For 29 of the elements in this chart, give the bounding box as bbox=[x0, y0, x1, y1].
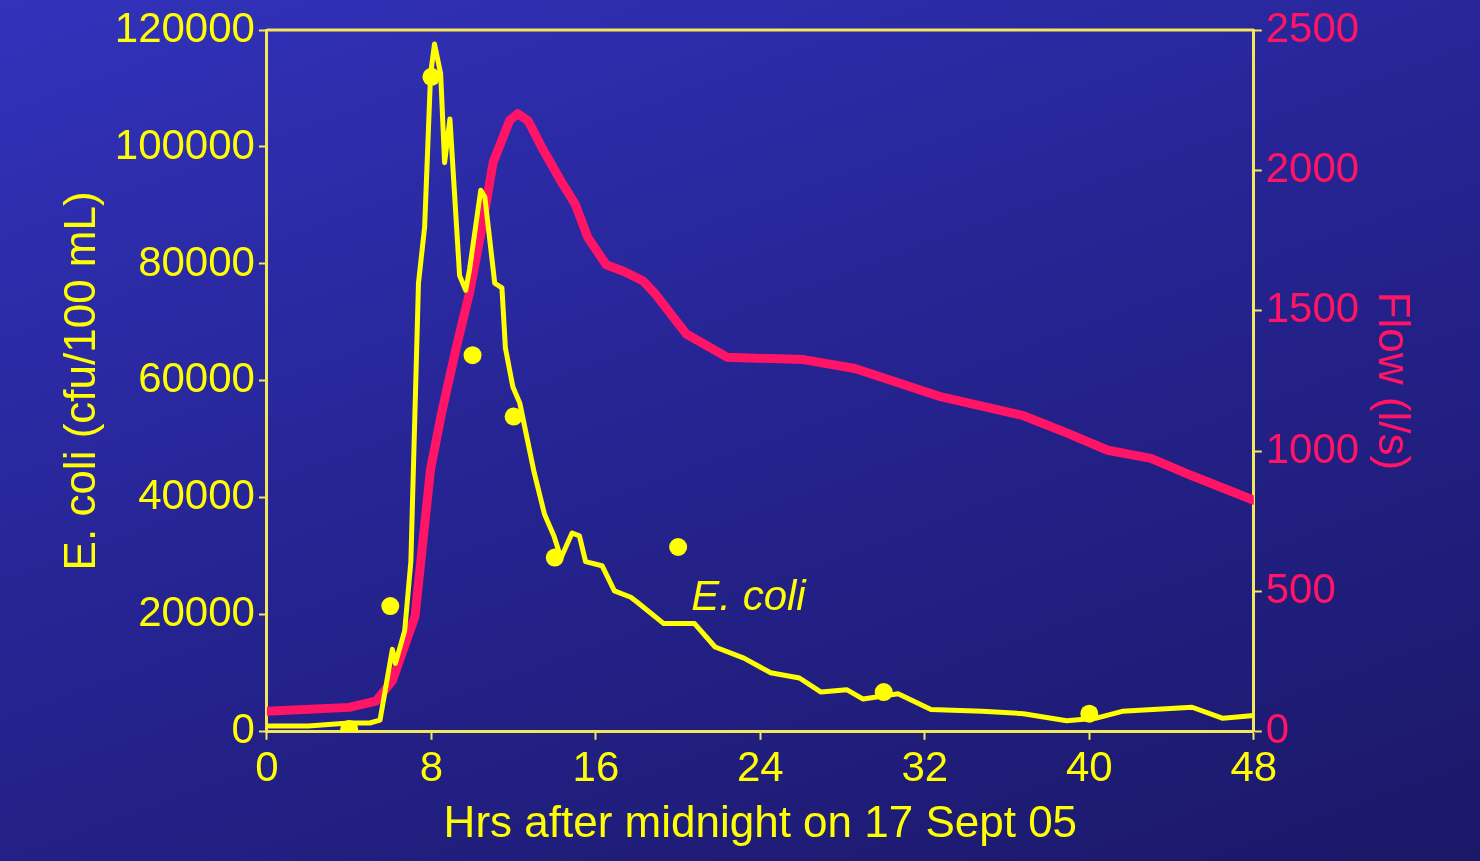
point bbox=[381, 597, 400, 616]
x-tick-label: 40 bbox=[1065, 742, 1113, 790]
y2-tick-label: 1500 bbox=[1265, 284, 1360, 332]
y-tick-label: 60000 bbox=[138, 354, 255, 402]
y-axis-title: E. coli (cfu/100 mL) bbox=[54, 191, 104, 571]
y2-tick-label: 1000 bbox=[1265, 424, 1360, 472]
y-tick-label: 40000 bbox=[138, 471, 255, 519]
point bbox=[422, 67, 441, 86]
point bbox=[1080, 704, 1099, 723]
x-tick-label: 8 bbox=[419, 742, 444, 790]
y2-axis-title: Flow (l/s) bbox=[1370, 291, 1420, 471]
y-tick-label: 20000 bbox=[138, 588, 255, 636]
y-tick-label: 0 bbox=[231, 705, 255, 753]
x-axis-title: Hrs after midnight on 17 Sept 05 bbox=[443, 796, 1078, 846]
point bbox=[504, 407, 523, 426]
y2-tick-label: 500 bbox=[1265, 565, 1336, 613]
point bbox=[669, 537, 688, 556]
x-tick-label: 32 bbox=[901, 742, 949, 790]
y2-tick-label: 2500 bbox=[1265, 3, 1360, 51]
y2-tick-label: 2000 bbox=[1265, 143, 1360, 191]
y-tick-label: 120000 bbox=[114, 3, 255, 51]
point bbox=[463, 346, 482, 365]
y-tick-label: 80000 bbox=[138, 237, 255, 285]
x-tick-label: 24 bbox=[737, 742, 784, 790]
y-tick-label: 100000 bbox=[114, 120, 255, 168]
annotation: E. coli bbox=[691, 571, 808, 619]
point bbox=[545, 548, 564, 567]
x-tick-label: 16 bbox=[572, 742, 620, 790]
point bbox=[874, 683, 893, 702]
